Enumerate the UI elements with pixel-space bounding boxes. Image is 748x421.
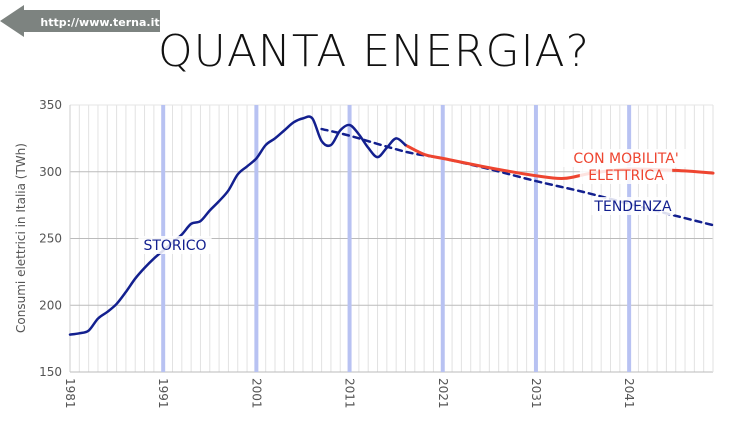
label-background xyxy=(579,166,673,184)
y-tick-label: 300 xyxy=(39,165,62,179)
x-tick-label: 2031 xyxy=(529,378,543,409)
x-tick-label: 2021 xyxy=(436,378,450,409)
y-tick-label: 200 xyxy=(39,298,62,312)
label-mobilita-elettrica: CON MOBILITA'ELETTRICA xyxy=(560,149,692,184)
y-axis-label: Consumi elettrici in Italia (TWh) xyxy=(14,143,28,333)
y-tick-label: 150 xyxy=(39,365,62,379)
y-tick-label: 350 xyxy=(39,98,62,112)
x-tick-label: 2041 xyxy=(622,378,636,409)
label-background xyxy=(560,149,692,167)
x-tick-label: 2001 xyxy=(249,378,263,409)
back-link-text: http://www.terna.it xyxy=(40,16,159,29)
series-storico xyxy=(68,115,407,336)
label-text: STORICO xyxy=(143,238,206,254)
label-text: ELETTRICA xyxy=(588,168,664,184)
y-tick-label: 250 xyxy=(39,232,62,246)
x-tick-label: 2011 xyxy=(343,378,357,409)
label-text: CON MOBILITA' xyxy=(573,151,678,167)
label-background xyxy=(591,197,675,215)
label-background xyxy=(138,236,212,254)
x-tick-label: 1991 xyxy=(156,378,170,409)
label-text: TENDENZA xyxy=(593,199,672,215)
label-storico: STORICO xyxy=(138,236,212,254)
x-tick-label: 1981 xyxy=(63,378,77,409)
page-title: QUANTA ENERGIA? xyxy=(157,26,590,77)
back-link-arrow[interactable]: http://www.terna.it xyxy=(0,5,160,37)
label-tendenza: TENDENZA xyxy=(591,197,675,215)
arrow-left-icon xyxy=(0,5,160,37)
